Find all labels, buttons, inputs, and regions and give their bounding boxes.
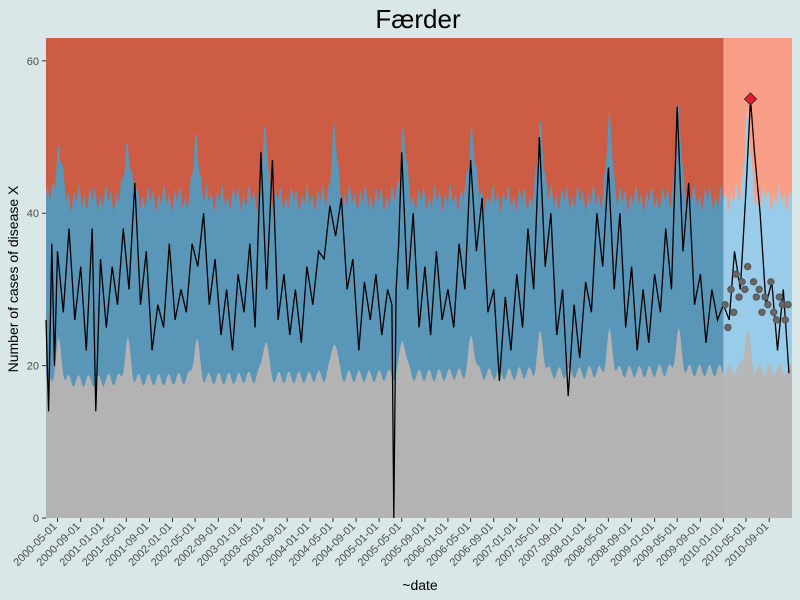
series-line — [45, 98, 790, 519]
forecast-point — [741, 285, 749, 294]
forecast-point — [730, 308, 738, 316]
y-axis-title: Number of cases of disease X — [5, 185, 21, 372]
x-axis-title: ~date — [402, 577, 438, 593]
forecast-point — [781, 316, 789, 324]
forecast-point — [727, 285, 735, 294]
forecast-point — [764, 300, 772, 309]
forecast-shade — [723, 38, 792, 518]
y-tick-label: 40 — [27, 208, 39, 220]
y-axis: 0 20 40 60 — [27, 56, 46, 525]
forecast-point — [755, 285, 763, 294]
forecast-point — [735, 293, 743, 301]
forecast-point — [732, 270, 740, 278]
highlight-point — [743, 92, 758, 106]
forecast-point — [784, 300, 792, 309]
forecast-point — [775, 293, 784, 301]
forecast-point — [761, 293, 769, 301]
forecast-point — [743, 262, 752, 271]
normal-region — [46, 327, 792, 518]
forecast-point — [752, 293, 761, 301]
forecast-point — [767, 278, 775, 286]
x-axis: 2000-05-012000-09-012001-01-012001-05-01… — [11, 518, 771, 569]
forecast-point — [724, 323, 732, 332]
y-tick-label: 0 — [33, 513, 39, 525]
y-tick-label: 60 — [27, 56, 39, 68]
plot-area — [45, 38, 792, 519]
forecast-point — [772, 316, 781, 324]
forecast-point — [770, 308, 778, 316]
forecast-point — [758, 308, 766, 316]
y-tick-label: 20 — [27, 361, 39, 373]
forecast-point — [749, 278, 758, 286]
forecast-point — [738, 278, 746, 286]
chart-title: Færder — [375, 4, 461, 34]
forecast-point — [721, 300, 729, 309]
